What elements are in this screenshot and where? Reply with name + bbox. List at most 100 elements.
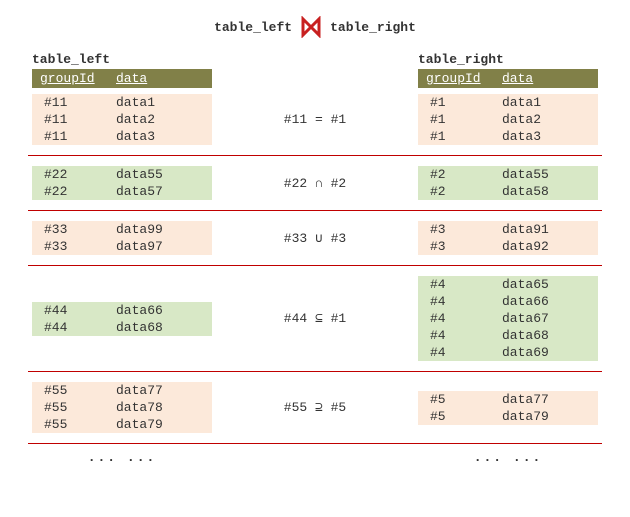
- right-block: #3data91#3data92: [418, 221, 598, 255]
- table-names-row: table_left table_right: [28, 52, 602, 69]
- cell-groupid: #5: [418, 392, 494, 407]
- table-row: #2data58: [418, 183, 598, 200]
- cell-data: data99: [108, 222, 212, 237]
- cell-data: data2: [494, 112, 598, 127]
- left-header-col1: groupId: [32, 71, 108, 86]
- table-row: #3data92: [418, 238, 598, 255]
- cell-groupid: #2: [418, 184, 494, 199]
- cell-groupid: #4: [418, 294, 494, 309]
- relation-label: #22 ∩ #2: [255, 176, 375, 191]
- cell-data: data1: [494, 95, 598, 110]
- right-header-col2: data: [494, 71, 598, 86]
- comparison-section: #33data99#33data97#33 ∪ #3#3data91#3data…: [28, 211, 602, 266]
- table-row: #5data79: [418, 408, 598, 425]
- cell-groupid: #11: [32, 129, 108, 144]
- table-row: #22data57: [32, 183, 212, 200]
- right-block: #2data55#2data58: [418, 166, 598, 200]
- cell-groupid: #22: [32, 184, 108, 199]
- cell-groupid: #4: [418, 345, 494, 360]
- table-row: #4data69: [418, 344, 598, 361]
- table-row: #55data78: [32, 399, 212, 416]
- table-row: #4data68: [418, 327, 598, 344]
- cell-data: data77: [108, 383, 212, 398]
- comparison-section: #22data55#22data57#22 ∩ #2#2data55#2data…: [28, 156, 602, 211]
- cell-data: data91: [494, 222, 598, 237]
- spacer: [255, 52, 375, 67]
- header-row: groupId data groupId data: [28, 69, 602, 88]
- table-row: #11data1: [32, 94, 212, 111]
- cell-data: data1: [108, 95, 212, 110]
- cell-data: data68: [108, 320, 212, 335]
- cell-data: data65: [494, 277, 598, 292]
- table-row: #1data2: [418, 111, 598, 128]
- cell-groupid: #55: [32, 383, 108, 398]
- table-row: #22data55: [32, 166, 212, 183]
- cell-groupid: #2: [418, 167, 494, 182]
- table-row: #4data67: [418, 310, 598, 327]
- cell-data: data66: [108, 303, 212, 318]
- relation-label: #11 = #1: [255, 112, 375, 127]
- table-row: #11data3: [32, 128, 212, 145]
- table-row: #5data77: [418, 391, 598, 408]
- table-row: #1data1: [418, 94, 598, 111]
- top-right-label: table_right: [330, 20, 416, 35]
- cell-data: data79: [494, 409, 598, 424]
- cell-data: data66: [494, 294, 598, 309]
- cell-groupid: #4: [418, 328, 494, 343]
- sections-container: #11data1#11data2#11data3#11 = #1#1data1#…: [28, 92, 602, 444]
- cell-groupid: #3: [418, 222, 494, 237]
- cell-groupid: #44: [32, 303, 108, 318]
- cell-groupid: #55: [32, 417, 108, 432]
- cell-data: data68: [494, 328, 598, 343]
- cell-groupid: #44: [32, 320, 108, 335]
- cell-data: data2: [108, 112, 212, 127]
- comparison-section: #55data77#55data78#55data79#55 ⊇ #5#5dat…: [28, 372, 602, 444]
- left-header-col2: data: [108, 71, 212, 86]
- cell-data: data97: [108, 239, 212, 254]
- cell-data: data58: [494, 184, 598, 199]
- table-row: #44data68: [32, 319, 212, 336]
- table-row: #44data66: [32, 302, 212, 319]
- cell-data: data55: [108, 167, 212, 182]
- left-block: #55data77#55data78#55data79: [32, 382, 212, 433]
- table-row: #33data99: [32, 221, 212, 238]
- cell-groupid: #22: [32, 167, 108, 182]
- ellipsis-left: ... ...: [32, 450, 212, 465]
- table-row: #3data91: [418, 221, 598, 238]
- relation-label: #55 ⊇ #5: [255, 400, 375, 415]
- cell-data: data57: [108, 184, 212, 199]
- cell-groupid: #55: [32, 400, 108, 415]
- cell-data: data3: [494, 129, 598, 144]
- ellipsis-row: ... ... ... ...: [28, 444, 602, 465]
- cell-data: data67: [494, 311, 598, 326]
- top-left-label: table_left: [214, 20, 292, 35]
- cell-data: data3: [108, 129, 212, 144]
- right-block: #4data65#4data66#4data67#4data68#4data69: [418, 276, 598, 361]
- cell-groupid: #5: [418, 409, 494, 424]
- relation-label: #33 ∪ #3: [255, 231, 375, 246]
- table-row: #1data3: [418, 128, 598, 145]
- left-block: #33data99#33data97: [32, 221, 212, 255]
- cell-groupid: #1: [418, 95, 494, 110]
- right-block: #5data77#5data79: [418, 391, 598, 425]
- cell-data: data55: [494, 167, 598, 182]
- right-table-name: table_right: [418, 52, 598, 67]
- cell-groupid: #4: [418, 277, 494, 292]
- join-icon: [300, 16, 322, 38]
- relation-label: #44 ⊆ #1: [255, 311, 375, 326]
- comparison-section: #11data1#11data2#11data3#11 = #1#1data1#…: [28, 92, 602, 156]
- table-row: #33data97: [32, 238, 212, 255]
- cell-data: data69: [494, 345, 598, 360]
- left-block: #11data1 #11data2#11data3: [32, 94, 212, 145]
- right-header: groupId data: [418, 69, 598, 88]
- table-row: #55data77: [32, 382, 212, 399]
- table-row: #55data79: [32, 416, 212, 433]
- table-row: #4data65: [418, 276, 598, 293]
- diagram-title: table_left table_right: [28, 16, 602, 38]
- ellipsis-right: ... ...: [418, 450, 598, 465]
- cell-groupid: #33: [32, 239, 108, 254]
- left-table-name: table_left: [32, 52, 212, 67]
- cell-groupid: #3: [418, 239, 494, 254]
- left-header: groupId data: [32, 69, 212, 88]
- left-block: #44data66#44data68: [32, 302, 212, 336]
